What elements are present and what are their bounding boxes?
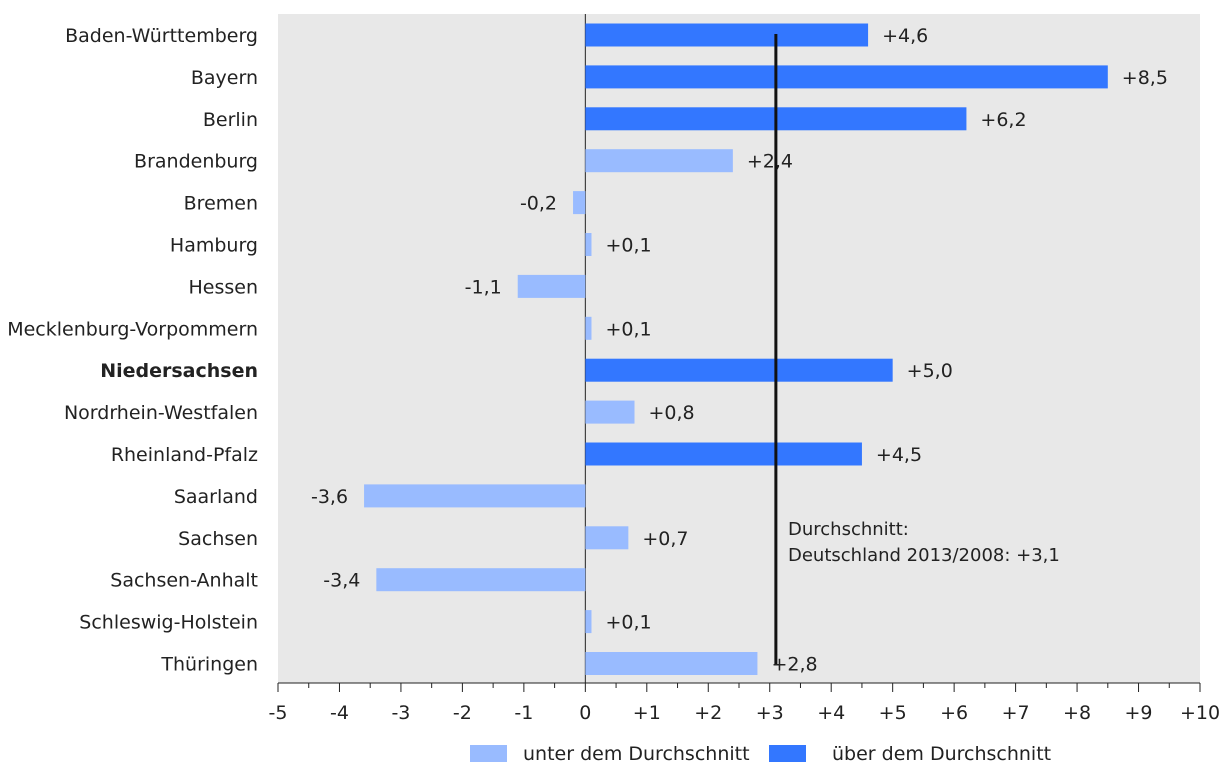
category-label: Sachsen-Anhalt [110,570,258,592]
data-label: +0,1 [605,612,651,634]
bar-9 [585,400,635,424]
category-label: Niedersachsen [100,360,258,382]
data-label: +0,7 [642,528,688,550]
bar-13 [376,568,586,592]
bar-15 [585,652,758,675]
data-label: +2,8 [771,654,817,676]
x-tick-label: -4 [330,702,349,724]
bar-11 [364,484,586,508]
x-tick-label: -2 [453,702,472,724]
category-label: Berlin [203,109,258,131]
x-tick-label: -5 [269,702,288,724]
data-label: -0,2 [520,193,557,215]
data-label: +0,1 [605,235,651,257]
average-label: Durchschnitt: [788,519,909,540]
data-label: +2,4 [747,151,793,173]
category-label: Thüringen [160,654,258,676]
data-label: +6,2 [980,109,1026,131]
category-label: Bayern [191,67,258,89]
data-label: +0,1 [605,318,651,340]
category-label: Mecklenburg-Vorpommern [7,318,258,340]
x-tick-label: -1 [514,702,533,724]
legend-swatch-below [470,745,507,762]
data-label: +0,8 [649,402,695,424]
x-tick-label: 0 [579,702,591,724]
category-label: Hamburg [170,235,258,257]
category-label: Baden-Württemberg [65,25,258,47]
legend-label-above: über dem Durchschnitt [832,743,1051,765]
data-label: +8,5 [1122,67,1168,89]
category-label: Brandenburg [134,151,258,173]
category-label: Saarland [174,486,258,508]
category-label: Bremen [184,193,258,215]
data-label: +5,0 [907,360,953,382]
x-tick-label: +4 [817,702,845,724]
x-tick-label: +8 [1063,702,1091,724]
bar-6 [517,274,586,298]
x-tick-label: +6 [940,702,968,724]
data-label: -1,1 [465,276,502,298]
bar-14 [585,610,592,634]
bar-0 [585,23,869,47]
x-tick-label: -3 [391,702,410,724]
x-tick-label: +7 [1002,702,1030,724]
x-tick-label: +1 [633,702,661,724]
bar-4 [573,191,586,215]
x-tick-label: +2 [694,702,722,724]
data-label: +4,5 [876,444,922,466]
bar-3 [585,149,733,173]
data-label: -3,4 [323,570,360,592]
bar-7 [585,316,592,340]
legend-swatch-above [769,745,806,762]
average-label-detail: Deutschland 2013/2008: +3,1 [788,545,1060,566]
category-label: Sachsen [178,528,258,550]
category-label: Hessen [188,276,258,298]
bar-1 [585,65,1108,89]
x-tick-label: +10 [1180,702,1220,724]
data-label: +4,6 [882,25,928,47]
category-label: Rheinland-Pfalz [111,444,258,466]
category-label: Nordrhein-Westfalen [64,402,258,424]
category-label: Schleswig-Holstein [79,612,258,634]
bar-10 [585,442,862,466]
data-label: -3,6 [311,486,348,508]
bar-8 [585,358,893,382]
legend-label-below: unter dem Durchschnitt [523,743,750,765]
x-tick-label: +5 [879,702,907,724]
bar-12 [585,526,629,550]
x-tick-label: +3 [756,702,784,724]
bar-5 [585,233,592,256]
x-tick-label: +9 [1125,702,1153,724]
